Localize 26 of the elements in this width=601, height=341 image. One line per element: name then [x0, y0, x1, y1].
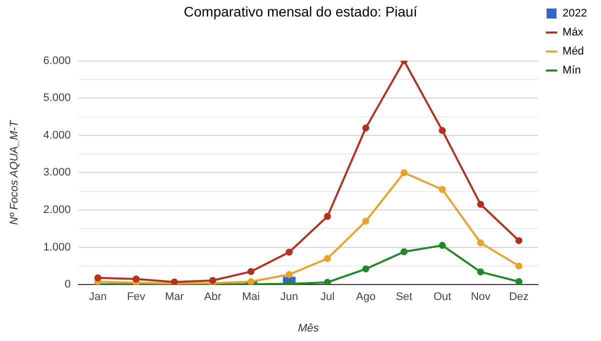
y-tick-label: 3.000: [43, 166, 71, 179]
legend-label: 2022: [562, 8, 588, 20]
chart-title: Comparativo mensal do estado: Piauí: [184, 3, 418, 20]
y-tick-label: 1.000: [43, 241, 71, 254]
x-tick-label: Jun: [280, 291, 298, 304]
x-tick-label: Set: [396, 291, 412, 304]
x-tick-label: Mar: [164, 291, 184, 304]
y-tick-label: 4.000: [43, 129, 71, 142]
x-tick-label: Abr: [204, 291, 222, 304]
y-tick-label: 6.000: [43, 54, 71, 67]
y-tick-label: 0: [64, 278, 71, 291]
legend-label: Méd: [562, 46, 584, 58]
x-tick-label: Jan: [88, 291, 107, 304]
x-tick-label: Dez: [509, 291, 529, 304]
y-tick-label: 5.000: [43, 92, 71, 104]
x-tick-label: Fev: [126, 291, 146, 304]
x-tick-label: Out: [433, 291, 452, 304]
y-tick-label: 2.000: [43, 204, 71, 216]
x-tick-label: Ago: [356, 291, 376, 304]
legend-label: Mín: [562, 64, 581, 77]
x-axis-title: Mês: [298, 322, 320, 334]
x-tick-label: Jul: [320, 291, 335, 304]
legend-label: Máx: [562, 26, 584, 39]
x-tick-label: Mai: [242, 291, 260, 304]
x-tick-label: Nov: [470, 291, 491, 304]
y-axis-title: Nº Focos AQUA_M-T: [8, 119, 21, 225]
